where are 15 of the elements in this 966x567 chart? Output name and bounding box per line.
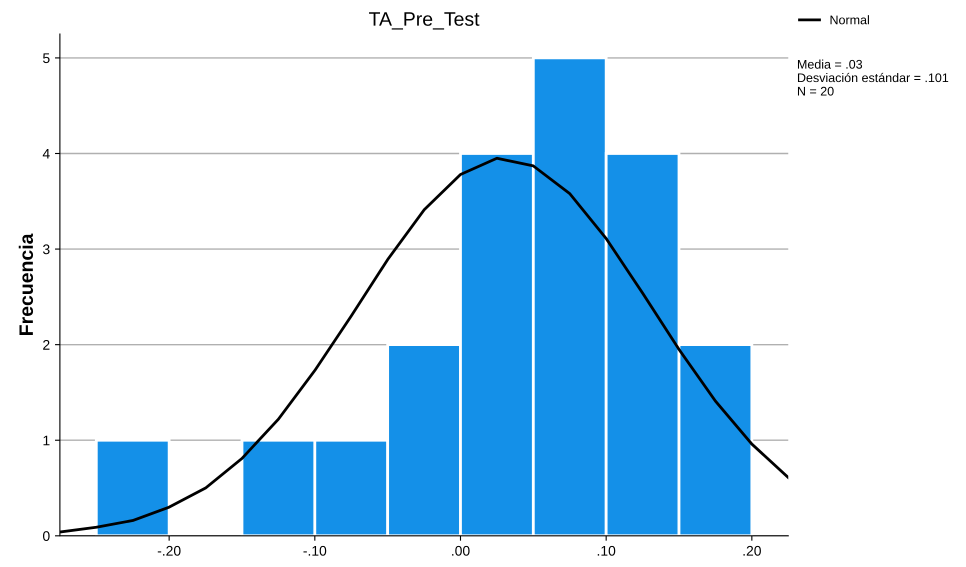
y-axis-title: Frecuencia bbox=[18, 233, 34, 335]
y-tick-label: 0 bbox=[42, 531, 50, 541]
y-tick-label: 2 bbox=[43, 340, 50, 350]
x-tick-label: .10 bbox=[598, 546, 616, 556]
x-tick-label: .00 bbox=[452, 546, 470, 556]
y-tick-label: 3 bbox=[42, 244, 50, 254]
x-tick-label: .20 bbox=[743, 546, 761, 556]
chart-title: TA_Pre_Test bbox=[369, 12, 480, 30]
x-tick-label: -.20 bbox=[158, 546, 181, 556]
y-tick-label: 5 bbox=[43, 53, 50, 64]
y-tick-label: 4 bbox=[42, 148, 50, 159]
y-tick-label: 1 bbox=[44, 436, 50, 446]
text: Media = .03 Desviación estándar = .101 N = 20 bbox=[798, 60, 948, 96]
legend-label: Normal bbox=[830, 15, 869, 24]
x-tick-label: -.10 bbox=[303, 546, 326, 556]
